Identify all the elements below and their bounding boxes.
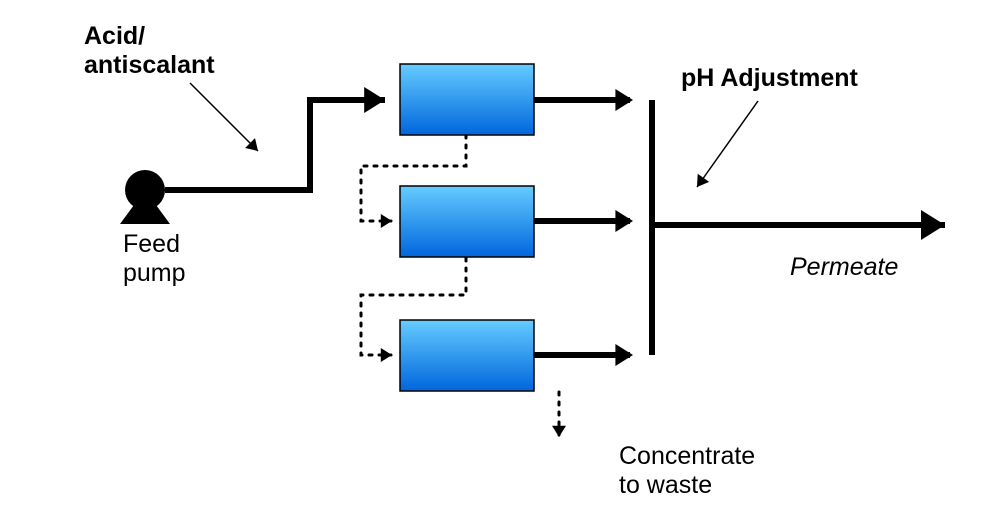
acid-antiscalant-label: Acid/ antiscalant xyxy=(84,22,215,80)
concentrate-label: Concentrate to waste xyxy=(619,442,755,500)
permeate-label: Permeate xyxy=(790,253,898,282)
membrane-boxes xyxy=(400,64,534,391)
solid-pipes xyxy=(165,87,945,366)
membrane-module-2 xyxy=(400,186,534,257)
membrane-module-3 xyxy=(400,320,534,391)
feed-pump-label: Feed pump xyxy=(123,230,186,288)
diagram-canvas: Acid/ antiscalant Feed pump pH Adjustmen… xyxy=(0,0,1000,511)
ph-adjustment-label: pH Adjustment xyxy=(681,64,858,93)
membrane-module-1 xyxy=(400,64,534,135)
feed-pump-icon xyxy=(120,170,170,224)
